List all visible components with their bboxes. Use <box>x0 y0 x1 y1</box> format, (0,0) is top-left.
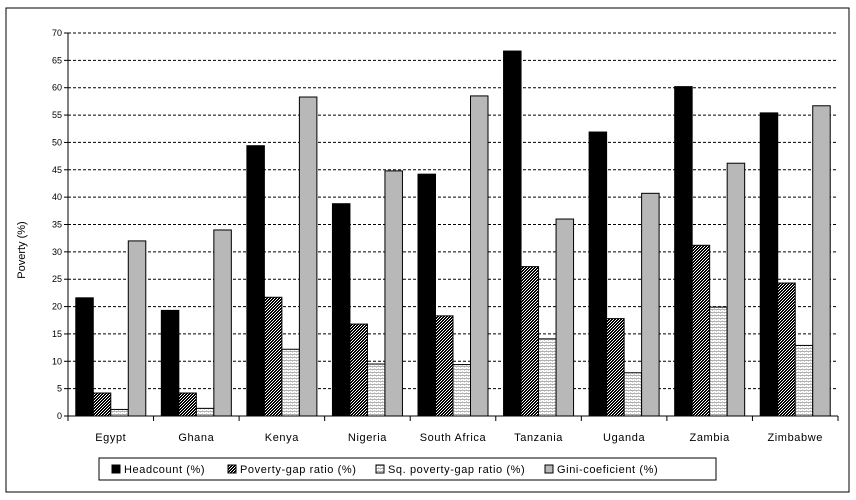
legend-label: Poverty-gap ratio (%) <box>240 464 357 476</box>
bar-solid-black <box>674 86 693 417</box>
bar-solid-black <box>759 112 779 417</box>
bar-solid-black <box>588 131 608 417</box>
legend-label: Sq. poverty-gap ratio (%) <box>388 464 525 476</box>
bar-light-horizontal <box>623 372 643 417</box>
bar-light-horizontal <box>195 407 215 417</box>
bar-dark-crosshatch <box>691 244 711 417</box>
legend-swatch <box>544 464 554 474</box>
y-tick-label: 45 <box>52 165 62 175</box>
bar-solid-black <box>246 145 265 417</box>
bar-light-horizontal <box>452 364 471 417</box>
x-tick-label: Tanzania <box>514 432 563 444</box>
y-axis: 0 5 10 15 20 25 30 35 40 45 50 55 60 65 70 <box>52 28 69 421</box>
y-tick-label: 15 <box>52 329 62 339</box>
x-tick-label: South Africa <box>420 432 487 444</box>
bar-dark-crosshatch <box>349 323 368 417</box>
x-tick-label: Zambia <box>690 432 731 444</box>
y-tick-label: 5 <box>57 384 62 394</box>
y-tick-label: 25 <box>52 274 62 284</box>
bar-solid-black <box>75 297 94 417</box>
y-tick-label: 65 <box>52 55 62 65</box>
y-tick-label: 35 <box>52 220 62 230</box>
bar-solid-black <box>160 309 180 417</box>
y-tick-label: 60 <box>52 83 62 93</box>
bar-dark-crosshatch <box>435 315 454 417</box>
bar-light-gray <box>641 192 660 417</box>
bar-light-gray <box>726 162 746 417</box>
y-tick-label: 10 <box>52 356 62 366</box>
bar-solid-black <box>503 50 522 417</box>
bar-light-gray <box>555 218 575 417</box>
legend-swatch <box>375 464 385 474</box>
bar-light-horizontal <box>110 408 129 417</box>
y-tick-label: 0 <box>57 411 62 421</box>
bar-light-horizontal <box>794 344 814 417</box>
bar-light-gray <box>298 96 318 417</box>
bar-light-gray <box>127 240 147 417</box>
y-tick-label: 70 <box>52 28 62 38</box>
y-axis-label: Poverty (%) <box>16 221 28 278</box>
legend-swatch <box>227 464 237 474</box>
bar-light-horizontal <box>366 363 386 417</box>
legend-frame <box>98 457 717 481</box>
bar-light-gray <box>812 105 831 417</box>
bar-solid-black <box>331 203 351 417</box>
bar-light-gray <box>213 229 232 417</box>
bar-light-horizontal <box>709 306 728 417</box>
y-tick-label: 50 <box>52 137 62 147</box>
legend-label: Gini-coeficient (%) <box>557 464 658 476</box>
y-tick-label: 30 <box>52 247 62 257</box>
bar-dark-crosshatch <box>178 392 197 417</box>
legend: Headcount (%) Poverty-gap ratio (%) Sq. po… <box>111 464 658 476</box>
bars <box>75 50 831 417</box>
x-tick-label: Nigeria <box>348 432 387 444</box>
bar-solid-black <box>417 173 436 417</box>
x-tick-label: Uganda <box>603 432 645 444</box>
x-tick-label: Ghana <box>178 432 214 444</box>
legend-label: Headcount (%) <box>124 464 205 476</box>
bar-light-gray <box>470 95 489 417</box>
x-axis: Egypt Ghana Kenya Nigeria South Africa Tanzan… <box>67 415 839 444</box>
bar-dark-crosshatch <box>777 282 796 417</box>
bar-dark-crosshatch <box>263 296 283 417</box>
legend-swatch <box>111 464 121 474</box>
x-tick-label: Egypt <box>95 432 126 444</box>
bar-light-horizontal <box>281 348 300 417</box>
bar-dark-crosshatch <box>92 392 112 417</box>
y-tick-label: 20 <box>52 302 62 312</box>
x-tick-label: Zimbabwe <box>767 432 823 444</box>
x-tick-label: Kenya <box>265 432 299 444</box>
bar-dark-crosshatch <box>520 266 540 417</box>
y-tick-label: 40 <box>52 192 62 202</box>
bar-dark-crosshatch <box>606 318 625 417</box>
y-tick-label: 55 <box>52 110 62 120</box>
bar-light-gray <box>384 170 403 417</box>
bar-light-horizontal <box>538 338 557 417</box>
